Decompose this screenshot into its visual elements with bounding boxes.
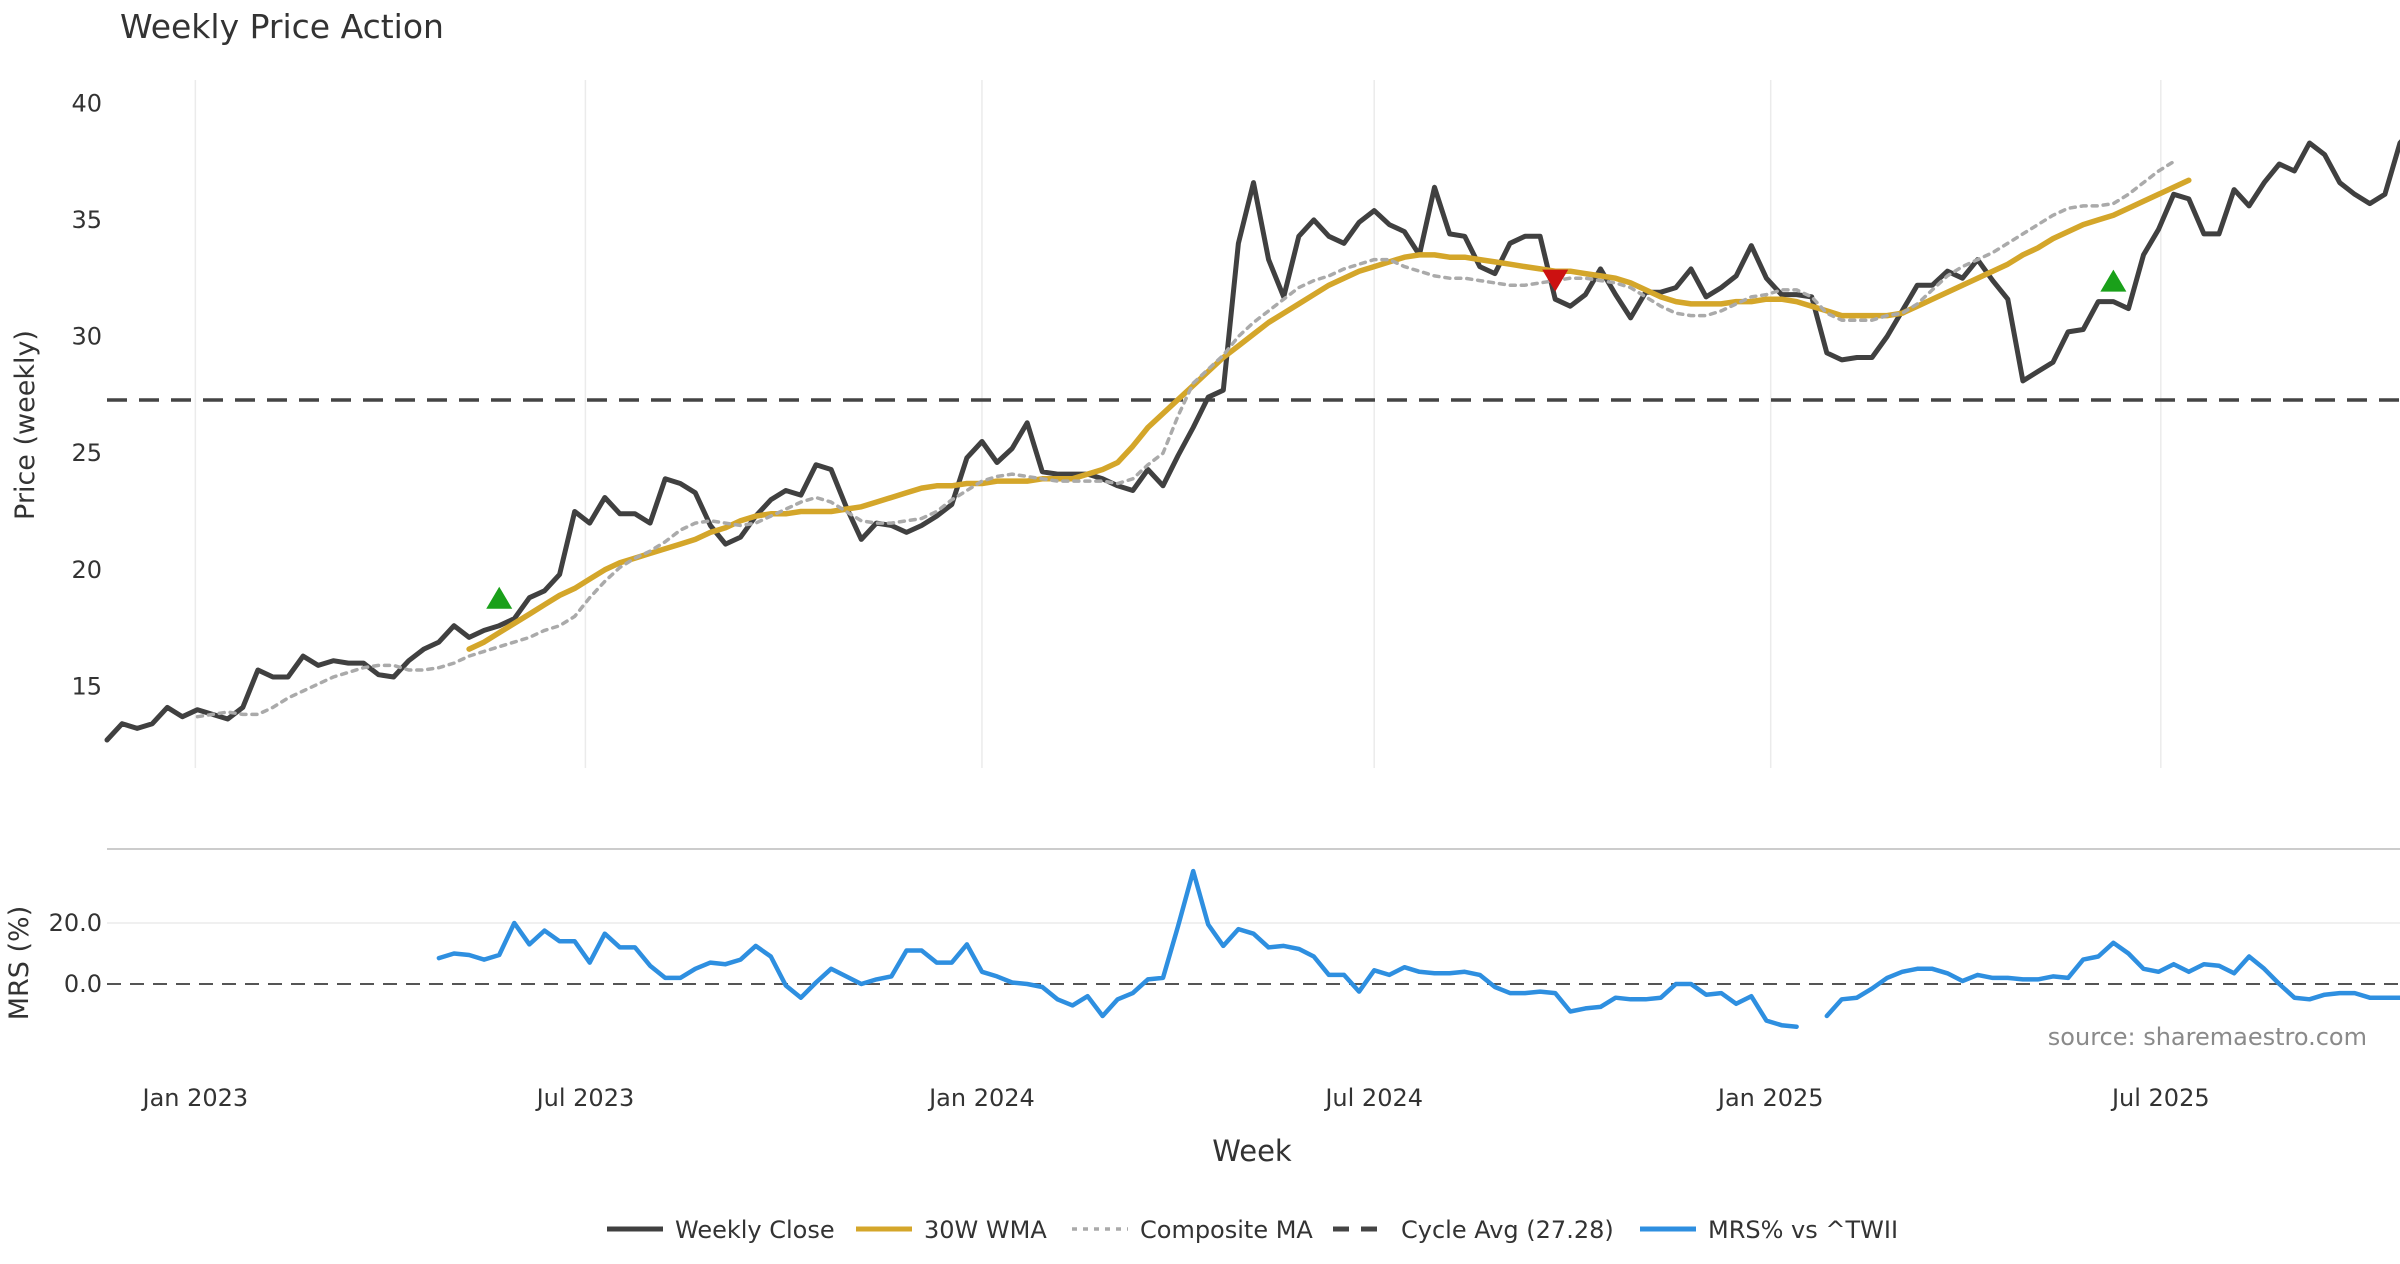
sell-signal-marker (1542, 269, 1569, 292)
x-tick-label: Jan 2023 (141, 1084, 249, 1112)
source-note: source: sharemaestro.com (2048, 1023, 2367, 1051)
mrs-tick-label: 0.0 (64, 970, 102, 998)
weekly-close-line (104, 139, 2400, 743)
legend-label: Composite MA (1140, 1216, 1313, 1244)
x-tick-label: Jan 2025 (1716, 1084, 1824, 1112)
legend-label: Cycle Avg (27.28) (1401, 1216, 1614, 1244)
x-tick-label: Jul 2023 (535, 1084, 635, 1112)
mrs-axis-label: MRS (%) (4, 906, 35, 1021)
price-tick-label: 15 (71, 672, 102, 700)
legend: Weekly Close 30W WMA Composite MA Cycle Avg… (607, 1216, 1898, 1244)
price-tick-label: 35 (71, 206, 102, 234)
chart-title: Weekly Price Action (120, 7, 444, 46)
x-tick-label: Jul 2025 (2110, 1084, 2210, 1112)
price-tick-label: 20 (71, 556, 102, 584)
series-lines (104, 139, 2400, 1029)
x-tick-label: Jul 2024 (1323, 1084, 1423, 1112)
buy-signal-marker (2100, 269, 2127, 292)
mrs-tick-label: 20.0 (49, 909, 102, 937)
x-axis-label: Week (1212, 1134, 1292, 1168)
price-tick-label: 30 (71, 323, 102, 351)
legend-label: Weekly Close (675, 1216, 835, 1244)
price-tick-label: 40 (71, 89, 102, 117)
price-axis-label: Price (weekly) (10, 330, 41, 520)
buy-signal-marker (486, 586, 513, 609)
signal-markers (486, 269, 2127, 609)
axis-ticks: Jan 2023 Jul 2023 Jan 2024 Jul 2024 Jan 2025… (49, 89, 2210, 1112)
mrs-line (436, 868, 2400, 1029)
wma-line (466, 177, 2192, 652)
composite-ma-line (195, 159, 2176, 719)
legend-label: 30W WMA (924, 1216, 1047, 1244)
price-tick-label: 25 (71, 439, 102, 467)
legend-label: MRS% vs ^TWII (1708, 1216, 1898, 1244)
x-tick-label: Jan 2024 (927, 1084, 1035, 1112)
